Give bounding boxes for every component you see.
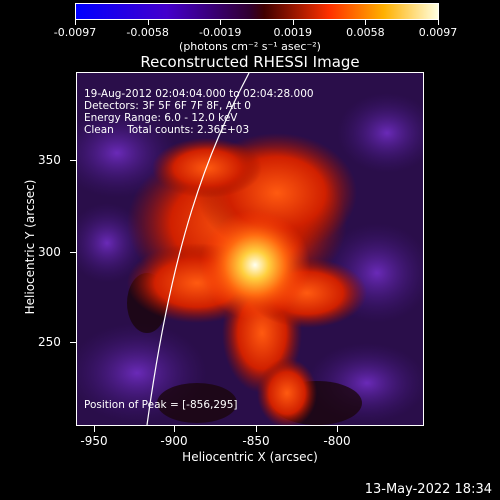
peak-position-text: Position of Peak = [-856,295]	[84, 399, 238, 411]
colorbar	[75, 3, 439, 20]
colorbar-tick	[365, 20, 367, 25]
colorbar-tick	[292, 20, 294, 25]
x-tick	[174, 426, 175, 432]
x-tick-label: -850	[242, 434, 270, 448]
x-tick-label: -900	[160, 434, 188, 448]
plot-area: 19-Aug-2012 02:04:04.000 to 02:04:28.000…	[76, 72, 424, 426]
x-tick-label: -800	[323, 434, 351, 448]
y-tick	[70, 342, 76, 343]
y-axis-title: Heliocentric Y (arcsec)	[23, 179, 37, 315]
emission-regions	[127, 133, 367, 425]
y-tick	[70, 252, 76, 253]
rhessi-image	[77, 73, 423, 425]
clean-counts-text: Clean Total counts: 2.36E+03	[84, 124, 250, 136]
date-stamp: 13-May-2022 18:34	[364, 482, 492, 497]
plot-title: Reconstructed RHESSI Image	[140, 53, 360, 71]
x-tick	[94, 426, 95, 432]
y-tick-label: 300	[38, 245, 61, 259]
colorbar-units: (photons cm⁻² s⁻¹ asec⁻²)	[179, 40, 321, 53]
colorbar-tick-label: 0.0097	[418, 26, 458, 39]
x-tick-label: -950	[80, 434, 108, 448]
colorbar-tick-label: 0.0019	[273, 26, 313, 39]
detectors-text: Detectors: 3F 5F 6F 7F 8F, Att 0	[84, 100, 251, 112]
colorbar-tick-label: -0.0019	[198, 26, 242, 39]
colorbar-tick	[75, 20, 76, 25]
y-tick-label: 250	[38, 335, 61, 349]
colorbar-tick	[438, 20, 439, 25]
solar-limb	[146, 73, 250, 425]
colorbar-tick-label: -0.0058	[126, 26, 169, 39]
x-axis-title: Heliocentric X (arcsec)	[182, 450, 318, 464]
y-tick-label: 350	[38, 153, 61, 167]
time-range-text: 19-Aug-2012 02:04:04.000 to 02:04:28.000	[84, 88, 314, 100]
colorbar-gradient	[76, 4, 438, 19]
x-tick	[256, 426, 257, 432]
y-tick	[70, 160, 76, 161]
colorbar-tick	[147, 20, 149, 25]
colorbar-tick	[220, 20, 222, 25]
energy-range-text: Energy Range: 6.0 - 12.0 keV	[84, 112, 238, 124]
colorbar-tick-label: -0.0097	[53, 26, 97, 39]
colorbar-tick-label: 0.0058	[346, 26, 385, 39]
x-tick	[337, 426, 338, 432]
